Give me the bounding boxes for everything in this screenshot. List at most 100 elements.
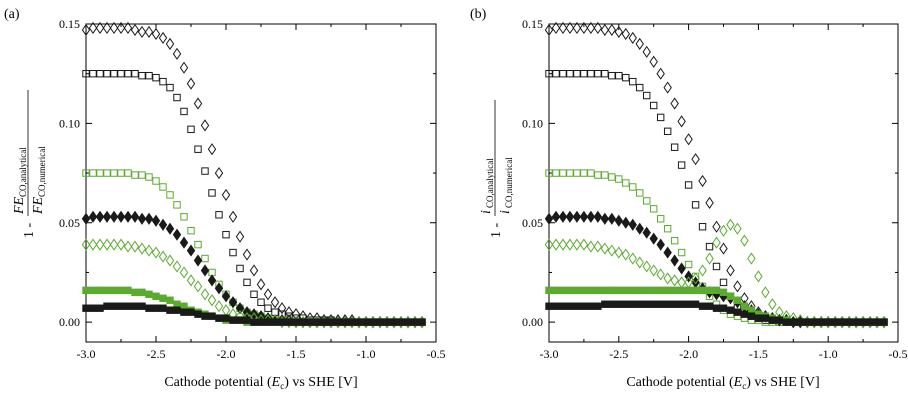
open-diamond-green-point: [193, 280, 203, 293]
filled-diamond-black-point: [656, 238, 665, 251]
filled-square-black-point: [229, 316, 237, 324]
filled-square-black-point: [615, 300, 623, 308]
filled-square-black-point: [559, 302, 567, 310]
filled-square-green-point: [145, 290, 153, 299]
filled-square-green-point: [89, 286, 97, 295]
filled-square-black-point: [726, 306, 735, 314]
filled-square-black-point: [761, 314, 770, 322]
x-tick-label: -0.5: [889, 347, 908, 361]
open-square-green-point: [173, 201, 181, 209]
open-square-green-point: [650, 205, 658, 213]
open-diamond-green-point: [158, 250, 168, 263]
x-tick-label: -2.0: [217, 347, 236, 361]
open-diamond-black-point: [712, 220, 721, 233]
filled-square-green-point: [552, 286, 560, 295]
filled-square-black-point: [587, 302, 595, 310]
open-square-green-point: [89, 169, 97, 177]
filled-square-green-point: [670, 286, 679, 295]
open-square-black-point: [643, 91, 651, 100]
filled-square-green-point: [719, 288, 728, 297]
panel-b-y-prefix: 1 -: [489, 223, 504, 239]
open-square-black-point: [215, 211, 223, 219]
open-square-green-point: [670, 236, 679, 245]
filled-square-green-point: [166, 296, 174, 304]
panel-b-label: (b): [470, 7, 487, 22]
open-diamond-black-point: [684, 133, 693, 146]
panel-b-y-num-var: i: [479, 210, 494, 214]
x-tick-label: -1.0: [357, 347, 376, 361]
open-square-green-point: [180, 213, 188, 221]
filled-square-black-point: [145, 304, 153, 312]
filled-square-black-point: [866, 318, 874, 326]
filled-square-black-point: [159, 304, 167, 312]
open-square-black-point: [264, 304, 272, 312]
open-square-black-point: [117, 69, 125, 78]
open-diamond-green-point: [544, 238, 554, 251]
open-diamond-green-point: [572, 238, 582, 251]
filled-square-black-point: [369, 318, 377, 326]
open-square-black-point: [166, 83, 174, 92]
open-diamond-green-point: [81, 238, 91, 251]
x-tick-label: -0.5: [427, 347, 446, 361]
open-diamond-green-point: [102, 238, 112, 251]
panel-b-data-points: [544, 21, 889, 329]
open-square-black-point: [187, 125, 195, 134]
open-square-green-point: [124, 169, 132, 177]
filled-square-black-point: [117, 302, 125, 310]
filled-diamond-black-point: [558, 210, 568, 223]
filled-square-black-point: [831, 318, 839, 326]
open-square-black-point: [594, 69, 602, 78]
open-diamond-green-point: [621, 248, 630, 261]
open-square-black-point: [691, 201, 700, 209]
filled-square-green-point: [545, 286, 553, 295]
filled-square-green-point: [726, 292, 735, 300]
open-diamond-green-point: [670, 274, 679, 287]
open-square-black-point: [159, 77, 167, 86]
filled-square-black-point: [257, 318, 265, 326]
filled-diamond-black-point: [179, 236, 189, 249]
open-square-green-point: [545, 169, 553, 177]
open-diamond-black-point: [270, 296, 280, 309]
open-square-green-point: [201, 254, 209, 263]
filled-square-black-point: [96, 304, 104, 312]
open-square-green-point: [594, 171, 602, 179]
open-square-black-point: [677, 161, 686, 169]
filled-square-black-point: [698, 302, 707, 310]
open-square-green-point: [559, 169, 567, 177]
open-square-green-point: [663, 225, 672, 233]
open-diamond-black-point: [186, 77, 196, 90]
open-square-black-point: [194, 145, 202, 153]
filled-square-green-point: [587, 286, 595, 295]
open-square-green-point: [96, 169, 104, 177]
open-diamond-green-point: [635, 256, 644, 269]
filled-square-green-point: [643, 286, 651, 295]
open-diamond-black-point: [81, 23, 91, 37]
open-diamond-green-point: [186, 274, 196, 287]
filled-square-green-point: [180, 302, 188, 310]
panel-a-x-post: ) vs SHE [V]: [284, 375, 358, 390]
open-diamond-green-point: [677, 276, 686, 289]
filled-square-black-point: [418, 318, 426, 326]
open-square-green-point: [187, 227, 195, 235]
filled-square-green-point: [684, 286, 693, 295]
panel-a: (a) 1 - FE CO,analytical FE CO,numerical…: [4, 7, 446, 391]
filled-square-black-point: [677, 300, 686, 308]
open-diamond-green-point: [768, 298, 777, 311]
open-square-green-point: [566, 169, 574, 177]
open-square-black-point: [552, 69, 560, 78]
filled-square-black-point: [306, 318, 314, 326]
open-diamond-black-point: [726, 264, 735, 277]
open-diamond-black-point: [277, 302, 287, 315]
filled-square-green-point: [629, 286, 637, 295]
filled-square-black-point: [810, 318, 818, 326]
open-square-green-point: [152, 177, 160, 185]
open-diamond-black-point: [656, 67, 665, 80]
filled-diamond-black-point: [123, 210, 133, 223]
filled-square-black-point: [243, 316, 251, 324]
open-diamond-green-point: [691, 272, 700, 285]
filled-square-black-point: [271, 318, 279, 326]
filled-square-green-point: [608, 286, 616, 295]
open-diamond-green-point: [600, 242, 610, 255]
filled-diamond-black-point: [691, 276, 700, 289]
filled-square-black-point: [103, 302, 111, 310]
